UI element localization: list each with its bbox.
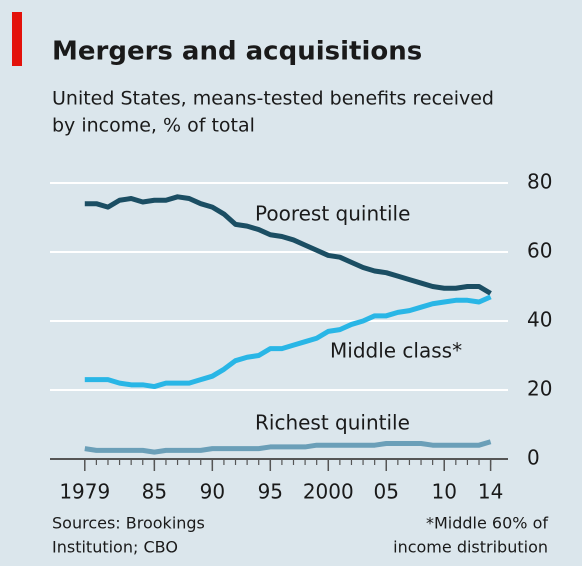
y-tick-label: 80 xyxy=(527,170,552,194)
subtitle: by income, % of total xyxy=(52,115,255,137)
y-tick-label: 0 xyxy=(527,446,540,470)
footnote: *Middle 60% of xyxy=(426,514,548,533)
x-tick-label: 90 xyxy=(200,480,225,504)
y-tick-label: 20 xyxy=(527,377,552,401)
series-label: Richest quintile xyxy=(255,411,410,435)
accent-bar xyxy=(12,12,22,66)
subtitle: United States, means-tested benefits rec… xyxy=(52,88,494,110)
series-line xyxy=(84,439,492,455)
source: Institution; CBO xyxy=(52,538,178,557)
x-tick-label: 2000 xyxy=(303,480,354,504)
x-tick-label: 1979 xyxy=(59,480,110,504)
y-tick-label: 40 xyxy=(527,308,552,332)
source: Sources: Brookings xyxy=(52,514,205,533)
x-tick-label: 10 xyxy=(432,480,457,504)
y-tick-label: 60 xyxy=(527,239,552,263)
series-label: Poorest quintile xyxy=(255,202,410,226)
series-line xyxy=(84,294,492,390)
series-label: Middle class* xyxy=(330,339,462,363)
footnote: income distribution xyxy=(393,538,548,557)
chart-title: Mergers and acquisitions xyxy=(52,37,422,67)
x-tick-label: 85 xyxy=(142,480,167,504)
x-tick-label: 95 xyxy=(258,480,283,504)
x-tick-label: 14 xyxy=(478,480,503,504)
x-tick-label: 05 xyxy=(374,480,399,504)
series-line xyxy=(84,194,492,296)
